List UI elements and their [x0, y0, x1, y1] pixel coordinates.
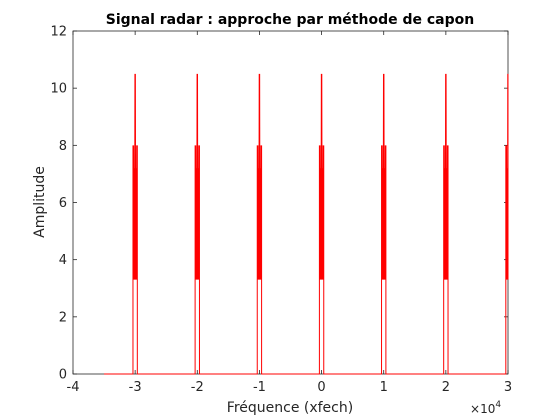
x-exponent-base: 10 [480, 402, 495, 416]
y-tick-label: 0 [59, 368, 67, 383]
y-tick-label: 6 [59, 196, 67, 211]
y-axis-label: Amplitude [32, 166, 48, 238]
y-tick-label: 8 [59, 139, 67, 154]
x-tick-label: 3 [504, 380, 512, 395]
y-tick-label: 12 [50, 25, 67, 40]
x-tick-label: 2 [442, 380, 450, 395]
x-tick-label: 1 [380, 380, 388, 395]
y-tick-label: 2 [59, 310, 67, 325]
x-tick-label: 0 [317, 380, 325, 395]
x-tick-label: -2 [191, 380, 204, 395]
chart-title: Signal radar : approche par méthode de c… [106, 12, 474, 28]
x-axis-exponent: ×104 [470, 400, 501, 416]
x-exponent-times: × [470, 402, 480, 416]
x-tick-label: -4 [67, 380, 80, 395]
series-line-amplitude [104, 73, 509, 375]
y-tick-label: 4 [59, 253, 67, 268]
x-tick-label: -1 [253, 380, 266, 395]
x-axis-label: Fréquence (xfech) [227, 400, 353, 416]
axes-box [72, 30, 509, 375]
x-tick-label: -3 [129, 380, 142, 395]
x-exponent-power: 4 [495, 400, 501, 410]
y-tick-label: 10 [50, 82, 67, 97]
